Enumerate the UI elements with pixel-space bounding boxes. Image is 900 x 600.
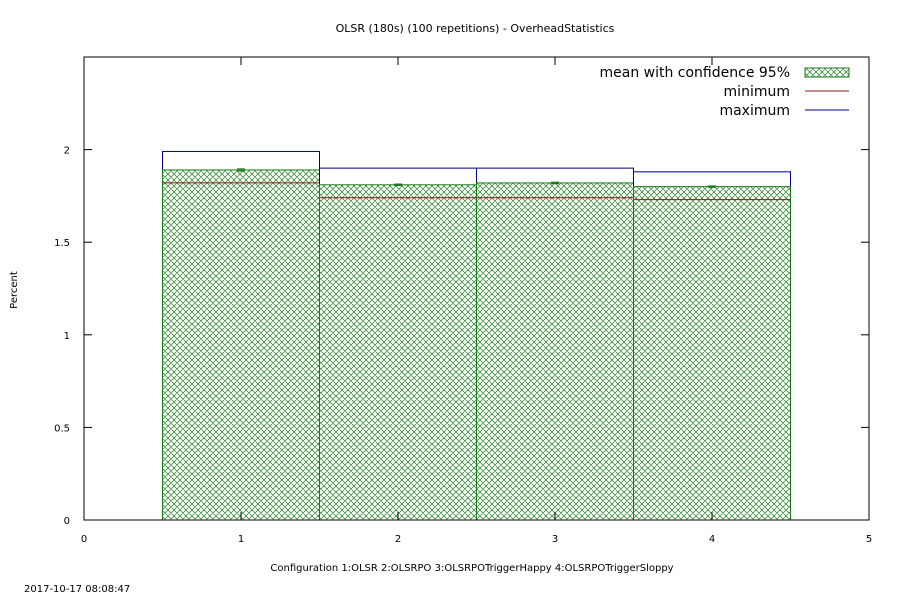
x-tick-label: 1	[238, 534, 244, 545]
plot-area: 0 0.5 1 1.5 2 0 1 2 3 4 5	[54, 56, 872, 545]
y-tick-label: 0.5	[54, 423, 70, 434]
y-tick-label: 0	[64, 516, 70, 527]
bar-mean	[476, 182, 634, 521]
bar-mean	[162, 169, 320, 521]
legend-label-minimum: minimum	[724, 84, 790, 100]
x-tick-label: 0	[81, 534, 87, 545]
bar-mean	[319, 184, 477, 521]
y-tick-label: 2	[64, 146, 70, 157]
x-tick-label: 5	[866, 534, 872, 545]
x-tick-label: 3	[552, 534, 558, 545]
chart-title: OLSR (180s) (100 repetitions) - Overhead…	[336, 22, 615, 35]
x-tick-label: 2	[395, 534, 401, 545]
legend: mean with confidence 95% minimum maximum	[599, 65, 850, 119]
x-axis-label: Configuration 1:OLSR 2:OLSRPO 3:OLSRPOTr…	[270, 563, 673, 574]
plot-border	[83, 56, 870, 521]
x-tick-label: 4	[709, 534, 715, 545]
legend-label-mean: mean with confidence 95%	[599, 65, 790, 81]
bar-mean	[633, 186, 791, 521]
y-tick-label: 1	[64, 331, 70, 342]
legend-swatch-mean	[804, 67, 850, 78]
y-axis-label: Percent	[9, 271, 20, 309]
timestamp: 2017-10-17 08:08:47	[24, 584, 130, 595]
y-tick-label: 1.5	[54, 238, 70, 249]
legend-label-maximum: maximum	[719, 103, 790, 119]
